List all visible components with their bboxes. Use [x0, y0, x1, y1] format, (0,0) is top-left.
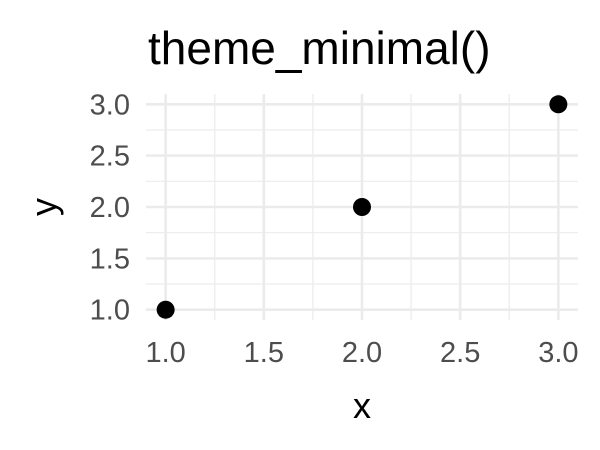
y-tick-label: 3.0 [90, 89, 130, 121]
x-tick-label: 2.0 [342, 337, 382, 369]
chart-title: theme_minimal() [148, 22, 491, 74]
y-axis-title: y [23, 198, 64, 216]
y-tick-label: 2.5 [90, 141, 130, 173]
x-tick-label: 1.5 [244, 337, 284, 369]
tick-labels: 1.0 1.5 2.0 2.5 3.0 1.0 1.5 2.0 2.5 3.0 [90, 89, 579, 369]
x-tick-label: 2.5 [440, 337, 480, 369]
x-tick-label: 1.0 [145, 337, 185, 369]
y-tick-label: 1.0 [90, 295, 130, 327]
data-point [549, 95, 568, 114]
data-points [156, 95, 568, 319]
x-tick-label: 3.0 [538, 337, 578, 369]
data-point [353, 198, 371, 216]
y-tick-label: 2.0 [90, 192, 130, 224]
y-tick-label: 1.5 [90, 243, 130, 275]
grid-layer [146, 94, 578, 320]
data-point [156, 300, 175, 319]
x-axis-title: x [353, 385, 371, 426]
